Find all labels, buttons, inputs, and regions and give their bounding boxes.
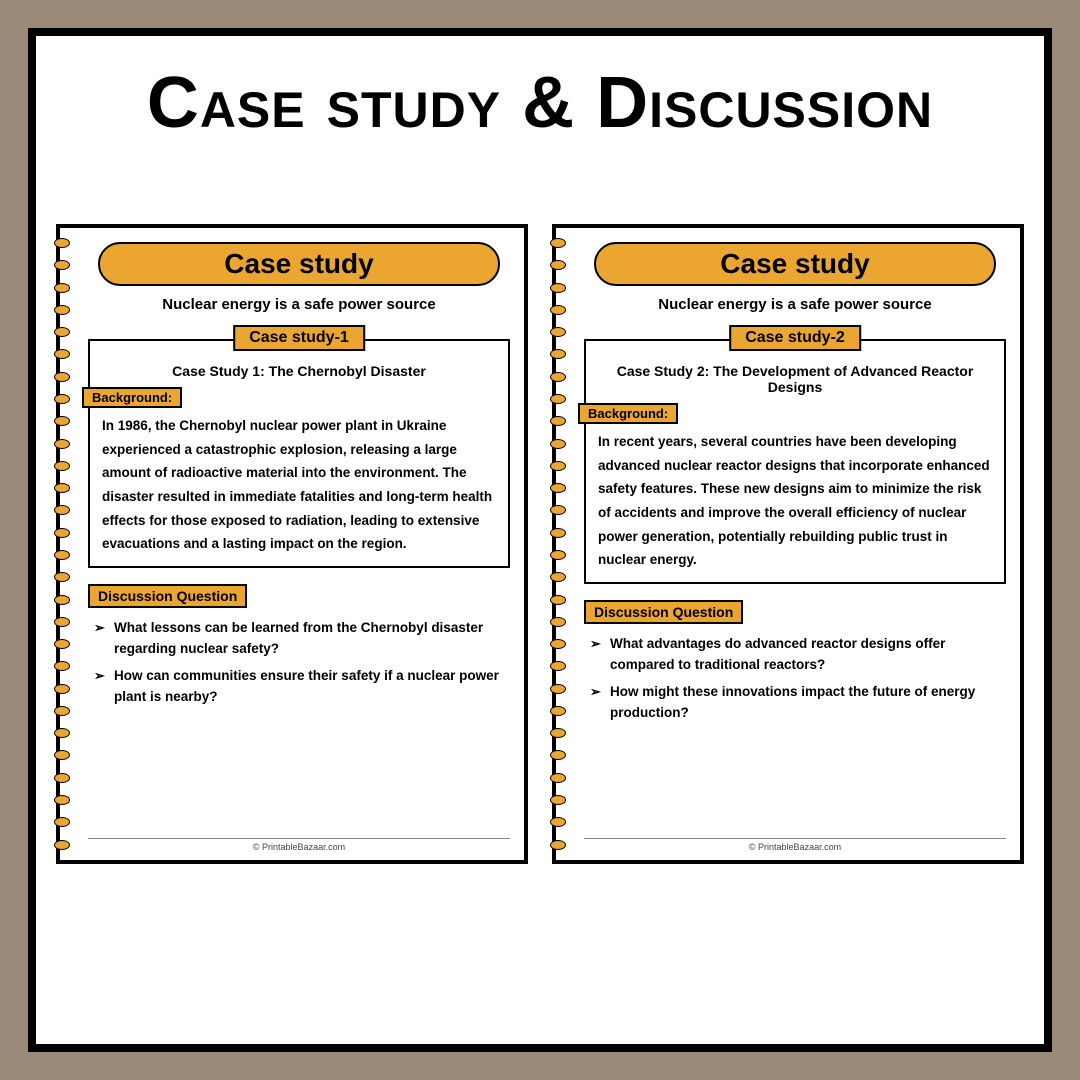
spiral-binding xyxy=(550,238,568,850)
question-item: How might these innovations impact the f… xyxy=(590,682,1000,724)
question-item: What lessons can be learned from the Che… xyxy=(94,618,504,660)
outer-frame: Case study & Discussion Case study Nucle… xyxy=(28,28,1052,1052)
background-text: In recent years, several countries have … xyxy=(598,430,992,572)
main-title: Case study & Discussion xyxy=(56,62,1024,144)
questions-list: What advantages do advanced reactor desi… xyxy=(584,634,1006,730)
questions-list: What lessons can be learned from the Che… xyxy=(88,618,510,714)
spiral-binding xyxy=(54,238,72,850)
page-subtitle: Nuclear energy is a safe power source xyxy=(584,296,1006,313)
discussion-label: Discussion Question xyxy=(88,584,247,608)
page-footer: © PrintableBazaar.com xyxy=(88,838,510,852)
case-label: Case study-2 xyxy=(729,325,861,351)
worksheet-page-2: Case study Nuclear energy is a safe powe… xyxy=(552,224,1024,864)
case-study-box: Case study-2 Case Study 2: The Developme… xyxy=(584,339,1006,584)
case-label: Case study-1 xyxy=(233,325,365,351)
page-footer: © PrintableBazaar.com xyxy=(584,838,1006,852)
case-title: Case Study 1: The Chernobyl Disaster xyxy=(102,363,496,379)
background-label: Background: xyxy=(578,403,678,424)
worksheet-page-1: Case study Nuclear energy is a safe powe… xyxy=(56,224,528,864)
page-header: Case study xyxy=(98,242,500,286)
background-text: In 1986, the Chernobyl nuclear power pla… xyxy=(102,414,496,556)
page-header: Case study xyxy=(594,242,996,286)
pages-row: Case study Nuclear energy is a safe powe… xyxy=(56,224,1024,1024)
page-subtitle: Nuclear energy is a safe power source xyxy=(88,296,510,313)
question-item: What advantages do advanced reactor desi… xyxy=(590,634,1000,676)
case-title: Case Study 2: The Development of Advance… xyxy=(598,363,992,395)
case-study-box: Case study-1 Case Study 1: The Chernobyl… xyxy=(88,339,510,568)
background-label: Background: xyxy=(82,387,182,408)
discussion-label: Discussion Question xyxy=(584,600,743,624)
question-item: How can communities ensure their safety … xyxy=(94,666,504,708)
